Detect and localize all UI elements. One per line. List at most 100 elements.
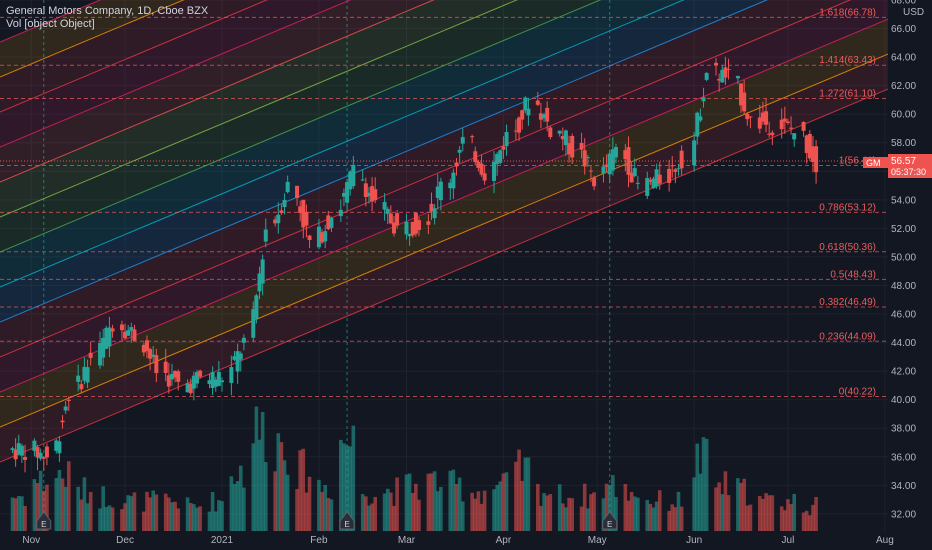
volume-bar <box>104 506 109 531</box>
candle-body <box>198 370 203 377</box>
volume-bar <box>45 484 49 531</box>
volume-bar <box>736 478 740 531</box>
candle-body <box>435 186 440 198</box>
volume-bar <box>758 496 762 531</box>
candle-body <box>432 208 437 219</box>
volume-bar <box>657 490 662 531</box>
volume-bar <box>611 475 615 531</box>
candle-body <box>307 235 312 241</box>
volume-bar <box>720 494 725 531</box>
volume-bar <box>592 492 596 531</box>
volume-bar <box>814 496 818 531</box>
candle-body <box>210 372 215 389</box>
candle-body <box>582 150 587 167</box>
candle-body <box>82 366 87 381</box>
candle-body <box>782 118 787 122</box>
candle-body <box>692 140 697 166</box>
earnings-icon-letter: E <box>41 520 46 529</box>
volume-bar <box>679 506 684 531</box>
candle-body <box>563 130 568 146</box>
fib-channel-line <box>0 0 768 323</box>
volume-bar <box>582 483 587 531</box>
candle-body <box>757 117 762 129</box>
symbol-badge <box>863 157 888 168</box>
candle-body <box>185 383 190 393</box>
volume-bar <box>742 478 746 531</box>
price-tick: 36.00 <box>891 452 916 463</box>
price-tick: 58.00 <box>891 138 916 149</box>
fib-channel-line <box>0 0 518 218</box>
candle-body <box>141 344 146 353</box>
earnings-icon[interactable] <box>339 511 355 530</box>
fib-level-label: 1.414(63.43) <box>819 55 876 66</box>
volume-bar <box>604 483 609 531</box>
candle-body <box>504 131 509 147</box>
volume-bar <box>623 483 628 531</box>
volume-bar <box>779 506 784 531</box>
candle-body <box>104 327 109 349</box>
candle-body <box>132 329 137 341</box>
fib-channel-line <box>0 0 268 113</box>
volume-bar <box>470 492 474 531</box>
volume-bar <box>579 506 584 531</box>
volume-bar <box>570 498 574 531</box>
price-tick: 46.00 <box>891 310 916 321</box>
volume-bar <box>520 480 524 531</box>
time-tick: May <box>588 535 607 546</box>
volume-bar <box>279 442 284 531</box>
candle-body <box>698 116 703 121</box>
candle-body <box>626 147 631 175</box>
volume-bar <box>82 477 87 531</box>
price-tick: 48.00 <box>891 281 916 292</box>
earnings-icon[interactable] <box>36 511 52 530</box>
volume-bar <box>129 496 134 531</box>
volume-bar <box>717 482 721 531</box>
candle-body <box>632 168 637 177</box>
candle-body <box>126 330 131 336</box>
candle-body <box>604 164 609 167</box>
candle-body <box>482 173 487 181</box>
volume-bar <box>210 491 215 531</box>
volume-bar <box>57 469 62 531</box>
candle-body <box>601 166 606 174</box>
volume-bar <box>367 505 371 531</box>
volume-bar <box>120 509 124 531</box>
volume-bar <box>326 498 331 531</box>
volume-bar <box>38 470 43 531</box>
earnings-icon[interactable] <box>602 511 618 530</box>
candle-body <box>735 75 740 79</box>
volume-bar <box>517 449 521 531</box>
candle-body <box>98 343 103 366</box>
volume-bar <box>439 486 443 531</box>
volume-bar <box>457 477 462 531</box>
earnings-icon-letter: E <box>607 520 612 529</box>
volume-bar <box>479 503 484 531</box>
volume-bar <box>542 493 546 531</box>
chart-title: General Motors Company, 1D, Cboe BZX <box>6 5 209 17</box>
fib-level-label: 1.618(66.78) <box>819 7 876 18</box>
candle-body <box>670 165 675 167</box>
candle-body <box>570 135 575 158</box>
candle-body <box>154 355 159 374</box>
price-axis: 32.00 34.00 36.00 38.00 40.00 42.00 44.00 46.00… <box>891 0 916 520</box>
candle-body <box>285 181 290 193</box>
candle-body <box>338 209 343 217</box>
candle-body <box>391 222 396 234</box>
last-price-countdown: 05:37:30 <box>891 167 926 177</box>
candle-body <box>760 112 765 122</box>
candle-body <box>416 220 421 230</box>
candle-body <box>404 221 409 235</box>
volume-bar <box>695 443 700 531</box>
candle-body <box>513 130 518 132</box>
volume-bar <box>88 491 93 531</box>
volume-bar <box>85 503 90 531</box>
volume-bar <box>251 443 256 531</box>
volume-bar <box>392 505 396 531</box>
price-tick: 66.00 <box>891 24 916 35</box>
volume-bar <box>670 504 675 531</box>
fib-channel-line <box>0 18 889 393</box>
candle-body <box>382 201 387 210</box>
candle-body <box>282 200 287 208</box>
candle-body <box>66 399 71 401</box>
